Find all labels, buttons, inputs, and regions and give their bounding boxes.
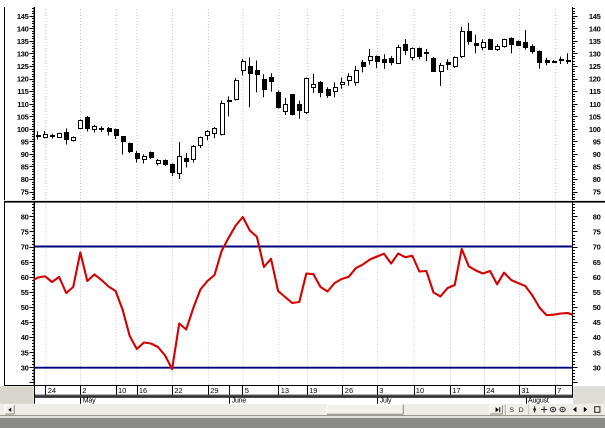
svg-text:June: June	[232, 397, 247, 404]
svg-text:7: 7	[557, 386, 561, 395]
svg-text:40: 40	[593, 333, 601, 342]
svg-text:S: S	[510, 407, 515, 414]
svg-text:45: 45	[21, 318, 29, 327]
svg-text:10: 10	[416, 386, 424, 395]
svg-text:85: 85	[593, 163, 601, 172]
svg-text:55: 55	[21, 288, 29, 297]
svg-text:140: 140	[589, 25, 601, 34]
svg-text:24: 24	[486, 386, 494, 395]
svg-text:70: 70	[21, 243, 29, 252]
svg-text:130: 130	[589, 50, 601, 59]
svg-text:70: 70	[593, 243, 601, 252]
svg-text:125: 125	[589, 62, 601, 71]
svg-text:80: 80	[21, 175, 29, 184]
svg-text:120: 120	[17, 75, 29, 84]
svg-text:35: 35	[21, 348, 29, 357]
svg-text:13: 13	[281, 386, 289, 395]
svg-text:120: 120	[589, 75, 601, 84]
svg-text:29: 29	[210, 386, 218, 395]
svg-text:80: 80	[593, 213, 601, 222]
svg-text:145: 145	[17, 12, 29, 21]
svg-text:75: 75	[593, 188, 601, 197]
svg-text:75: 75	[21, 188, 29, 197]
svg-text:22: 22	[174, 386, 182, 395]
svg-text:115: 115	[589, 87, 600, 96]
svg-text:75: 75	[593, 228, 601, 237]
svg-text:110: 110	[589, 100, 600, 109]
svg-text:115: 115	[17, 87, 28, 96]
svg-text:45: 45	[593, 318, 601, 327]
svg-text:24: 24	[48, 386, 56, 395]
svg-text:125: 125	[17, 62, 29, 71]
svg-text:3: 3	[379, 386, 383, 395]
svg-text:130: 130	[17, 50, 29, 59]
svg-text:55: 55	[593, 288, 601, 297]
svg-text:August: August	[528, 397, 549, 404]
svg-text:35: 35	[593, 348, 601, 357]
svg-text:30: 30	[593, 363, 601, 372]
svg-text:65: 65	[593, 258, 601, 267]
svg-text:50: 50	[593, 303, 601, 312]
svg-text:90: 90	[21, 150, 29, 159]
svg-text:19: 19	[309, 386, 317, 395]
svg-text:75: 75	[21, 228, 29, 237]
svg-text:60: 60	[21, 273, 29, 282]
svg-text:90: 90	[593, 150, 601, 159]
svg-text:100: 100	[17, 125, 29, 134]
svg-text:40: 40	[21, 333, 29, 342]
svg-text:2: 2	[82, 386, 86, 395]
svg-text:65: 65	[21, 258, 29, 267]
svg-text:95: 95	[593, 138, 601, 147]
svg-text:145: 145	[589, 12, 601, 21]
svg-text:80: 80	[21, 213, 29, 222]
svg-text:July: July	[380, 397, 392, 404]
svg-text:60: 60	[593, 273, 601, 282]
svg-text:105: 105	[589, 112, 601, 121]
svg-text:31: 31	[521, 386, 529, 395]
svg-text:105: 105	[17, 112, 29, 121]
svg-text:D: D	[519, 407, 524, 414]
svg-text:85: 85	[21, 163, 29, 172]
svg-text:5: 5	[245, 386, 249, 395]
svg-text:135: 135	[589, 37, 601, 46]
svg-text:26: 26	[345, 386, 353, 395]
svg-text:16: 16	[139, 386, 147, 395]
svg-text:100: 100	[589, 125, 601, 134]
svg-text:50: 50	[21, 303, 29, 312]
svg-text:17: 17	[452, 386, 460, 395]
svg-text:110: 110	[17, 100, 28, 109]
svg-text:80: 80	[593, 175, 601, 184]
svg-text:140: 140	[17, 25, 29, 34]
svg-text:135: 135	[17, 37, 29, 46]
svg-text:10: 10	[118, 386, 126, 395]
svg-text:95: 95	[21, 138, 29, 147]
svg-text:30: 30	[21, 363, 29, 372]
svg-text:May: May	[83, 397, 96, 404]
